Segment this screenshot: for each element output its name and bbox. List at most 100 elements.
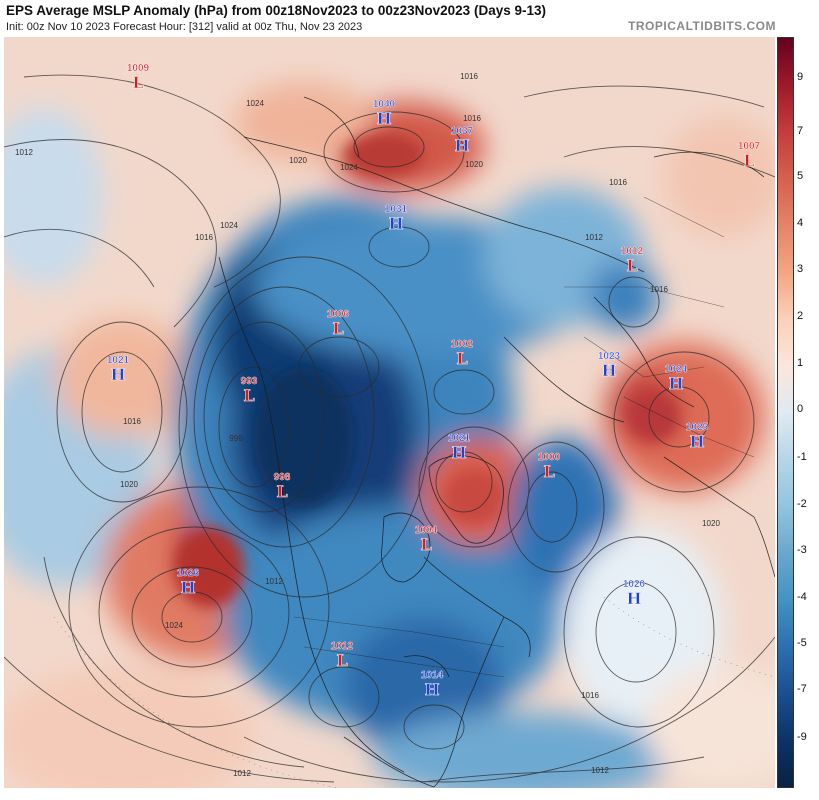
colorbar-tick-label: -3 xyxy=(797,544,807,556)
colorbar-ticks: 9 7 5 4 3 2 1 0 -1 -2 -3 -4 -5 -7 -9 xyxy=(797,37,819,788)
high-letter: H xyxy=(626,589,641,608)
high-letter: H xyxy=(451,443,466,462)
high-letter: H xyxy=(668,374,683,393)
pressure-value: 1012 xyxy=(331,641,354,652)
colorbar-tick-label: 2 xyxy=(797,310,804,322)
low-letter: L xyxy=(420,535,431,554)
brand-watermark: TROPICALTIDBITS.COM xyxy=(628,19,776,33)
high-letter: H xyxy=(424,680,439,699)
pressure-value: 1007 xyxy=(738,141,761,152)
pressure-value: 1002 xyxy=(451,339,474,350)
low-letter: L xyxy=(543,462,554,481)
colorbar-tick-label: 9 xyxy=(797,71,804,83)
pressure-value: 1025 xyxy=(686,422,709,433)
low-letter: L xyxy=(336,651,347,670)
pressure-value: 1040 xyxy=(373,99,396,110)
isobar-label: 1020 xyxy=(465,160,483,169)
map-canvas: 1016 1024 1012 1016 1020 1020 1016 1024 1016 1012… xyxy=(4,37,775,788)
high-letter: H xyxy=(601,361,616,380)
pressure-value: 1012 xyxy=(621,246,644,257)
pressure-value: 1009 xyxy=(127,63,150,74)
pressure-value: 1000 xyxy=(538,452,561,463)
header: EPS Average MSLP Anomaly (hPa) from 00z1… xyxy=(6,3,814,37)
colorbar-tick-label: -1 xyxy=(797,451,807,463)
isobar-label: 996 xyxy=(229,434,243,443)
isobar-label: 1016 xyxy=(460,72,478,81)
high-letter: H xyxy=(689,432,704,451)
colorbar-tick-label: 4 xyxy=(797,217,804,229)
coastlines xyxy=(218,96,775,788)
colorbar-tick-label: -7 xyxy=(797,683,807,695)
isobars xyxy=(4,74,775,783)
map-title: EPS Average MSLP Anomaly (hPa) from 00z1… xyxy=(6,3,546,18)
colorbar-tick-label: 0 xyxy=(797,403,804,415)
high-letter: H xyxy=(180,578,195,597)
isobar-label: 1012 xyxy=(15,148,33,157)
pressure-value: 1021 xyxy=(107,355,130,366)
anomaly-cores xyxy=(174,133,679,607)
isobar-label-group: 1016 1024 1012 1016 1020 1020 1016 1024 1016 1012… xyxy=(15,72,720,778)
pressure-value: 1020 xyxy=(623,579,646,590)
anomaly-shading xyxy=(4,82,775,788)
anomaly-map: 1016 1024 1012 1016 1020 1020 1016 1024 1016 1012… xyxy=(4,37,775,788)
high-letter: H xyxy=(110,365,125,384)
colorbar-tick-label: -2 xyxy=(797,498,807,510)
colorbar-tick-label: -4 xyxy=(797,591,807,603)
isobar-label: 1024 xyxy=(220,221,238,230)
isobar-label: 1016 xyxy=(123,417,141,426)
colorbar-tick-label: -9 xyxy=(797,731,807,743)
isobar-label: 1016 xyxy=(195,233,213,242)
isobar-label: 1016 xyxy=(609,178,627,187)
pressure-value: 1004 xyxy=(415,525,438,536)
colorbar-tick-label: 1 xyxy=(797,357,804,369)
isobar-label: 1020 xyxy=(702,519,720,528)
pressure-value: 998 xyxy=(274,472,291,483)
low-letter: L xyxy=(243,386,254,405)
low-letter: L xyxy=(456,349,467,368)
low-letter: L xyxy=(132,73,143,92)
isobar-label: 1012 xyxy=(585,233,603,242)
low-letter: L xyxy=(743,151,754,170)
pressure-value: 1031 xyxy=(385,204,408,215)
low-letter: L xyxy=(332,319,343,338)
isobar-label: 1016 xyxy=(650,285,668,294)
isobar-label: 1024 xyxy=(165,621,183,630)
high-letter: H xyxy=(376,109,391,128)
pressure-value: 1023 xyxy=(598,351,621,362)
pressure-value: 1024 xyxy=(665,364,688,375)
colorbar-tick-label: 7 xyxy=(797,125,804,137)
colorbar-tick-label: 3 xyxy=(797,263,804,275)
isobar-label: 1012 xyxy=(591,766,609,775)
colorbar-tick-label: 5 xyxy=(797,170,804,182)
high-letter: H xyxy=(454,136,469,155)
isobar-label: 1012 xyxy=(233,769,251,778)
pressure-value: 1026 xyxy=(177,568,200,579)
pressure-value: 1021 xyxy=(448,433,471,444)
pressure-value: 1014 xyxy=(421,670,444,681)
map-subtitle: Init: 00z Nov 10 2023 Forecast Hour: [31… xyxy=(6,21,363,33)
isobar-label: 1024 xyxy=(246,99,264,108)
pressure-value: 1037 xyxy=(451,126,474,137)
high-letter: H xyxy=(388,214,403,233)
isobar-label: 1020 xyxy=(120,480,138,489)
pressure-value: 993 xyxy=(241,376,258,387)
